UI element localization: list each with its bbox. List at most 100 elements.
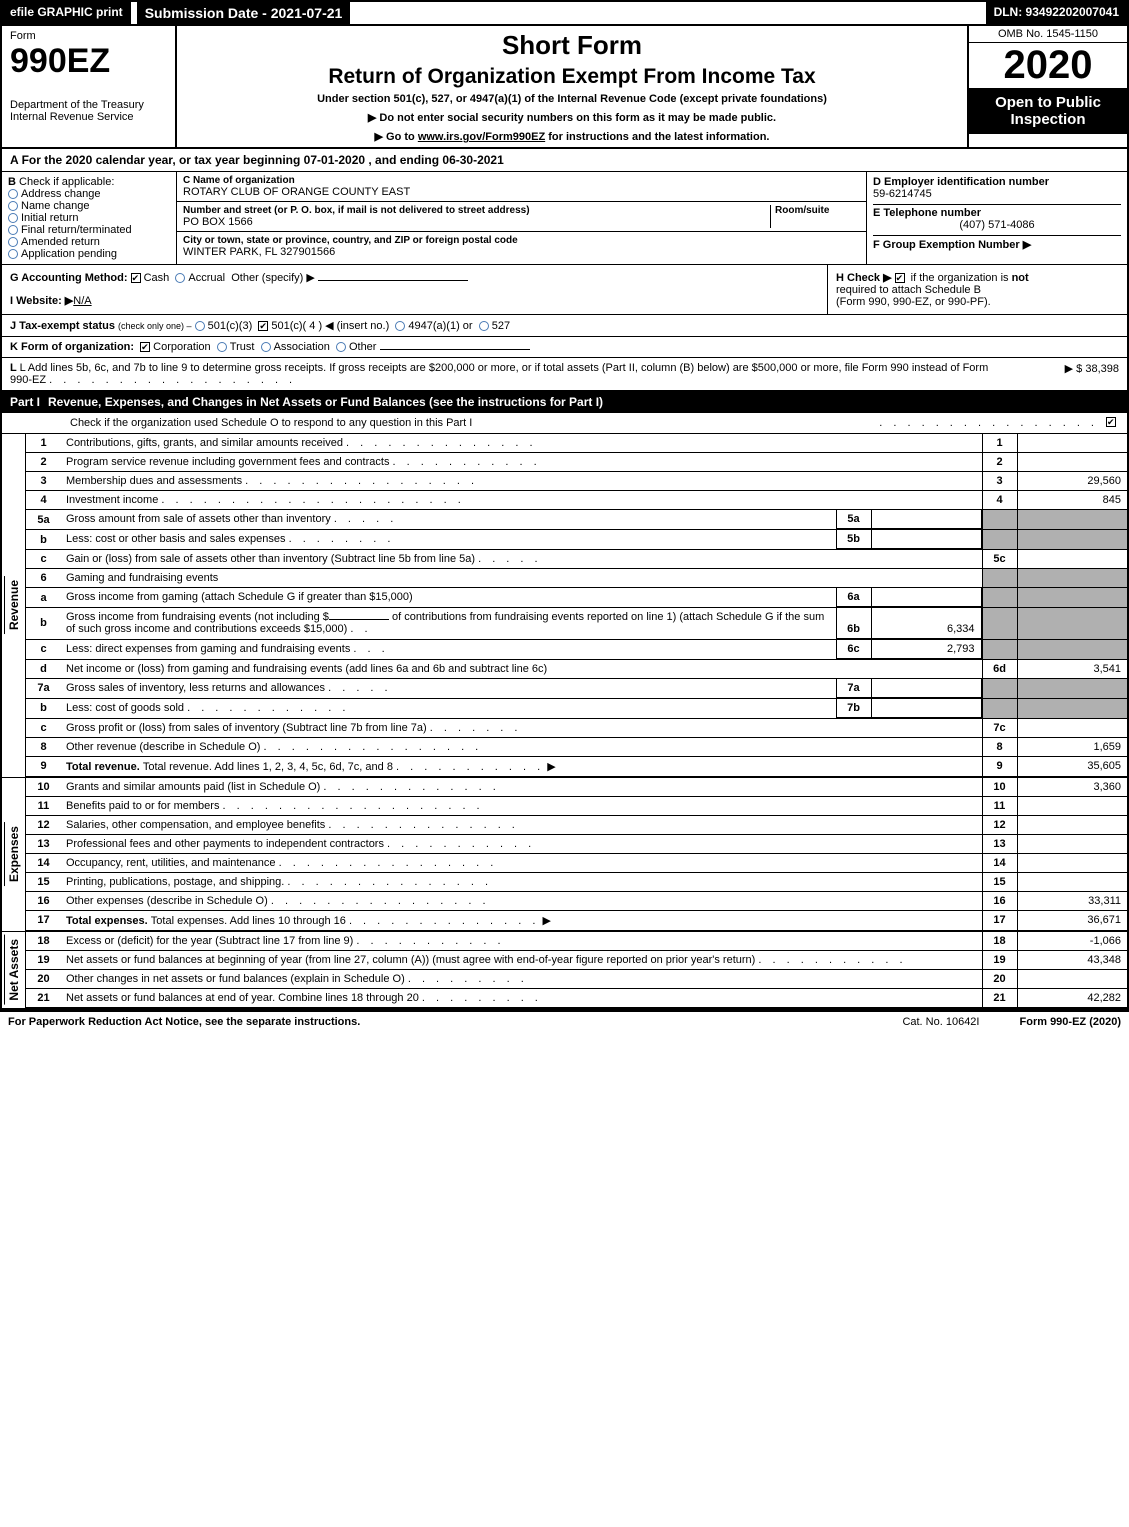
city-label: City or town, state or province, country… xyxy=(183,235,860,246)
checkbox-4947[interactable] xyxy=(395,321,405,331)
note-goto-pre: ▶ Go to xyxy=(375,131,418,143)
note-goto: ▶ Go to www.irs.gov/Form990EZ for instru… xyxy=(185,130,959,143)
footer: For Paperwork Reduction Act Notice, see … xyxy=(0,1012,1129,1032)
checkbox-501c3[interactable] xyxy=(195,321,205,331)
other-specify-field[interactable] xyxy=(318,280,468,281)
line-10: 10Grants and similar amounts paid (list … xyxy=(26,778,1127,797)
opt-final-return: Final return/terminated xyxy=(21,224,132,236)
footer-catno: Cat. No. 10642I xyxy=(862,1016,1019,1028)
omb-number: OMB No. 1545-1150 xyxy=(969,26,1127,43)
line-6c: cLess: direct expenses from gaming and f… xyxy=(26,639,1127,659)
footer-paperwork: For Paperwork Reduction Act Notice, see … xyxy=(8,1016,862,1028)
opt-address-change: Address change xyxy=(21,188,101,200)
checkbox-cash[interactable] xyxy=(131,273,141,283)
line-j: J Tax-exempt status (check only one) – 5… xyxy=(2,315,1127,337)
opt-527: 527 xyxy=(492,320,510,332)
opt-501c3: 501(c)(3) xyxy=(208,320,253,332)
row-org-name: C Name of organization ROTARY CLUB OF OR… xyxy=(177,172,866,202)
irs-link[interactable]: www.irs.gov/Form990EZ xyxy=(418,131,545,143)
b-label: B xyxy=(8,176,16,188)
other-org-field[interactable] xyxy=(380,349,530,350)
checkbox-other-org[interactable] xyxy=(336,342,346,352)
street-label: Number and street (or P. O. box, if mail… xyxy=(183,205,770,216)
col-b: B Check if applicable: Address change Na… xyxy=(2,172,177,264)
checkbox-corporation[interactable] xyxy=(140,342,150,352)
line-9: 9Total revenue. Total revenue. Add lines… xyxy=(26,756,1127,776)
line-k: K Form of organization: Corporation Trus… xyxy=(2,337,1127,358)
line-4: 4Investment income . . . . . . . . . . .… xyxy=(26,491,1127,510)
checkbox-address-change[interactable] xyxy=(8,189,18,199)
i-label: I Website: ▶ xyxy=(10,295,73,307)
col-c: C Name of organization ROTARY CLUB OF OR… xyxy=(177,172,867,264)
expenses-side-label: Expenses xyxy=(4,822,23,886)
opt-name-change: Name change xyxy=(21,200,90,212)
city-value: WINTER PARK, FL 327901566 xyxy=(183,246,860,258)
line-17: 17Total expenses. Total expenses. Add li… xyxy=(26,910,1127,930)
phone-value: (407) 571-4086 xyxy=(873,219,1121,231)
efile-graphic-print[interactable]: efile GRAPHIC print xyxy=(2,2,131,24)
checkbox-amended-return[interactable] xyxy=(8,237,18,247)
line-5c: cGain or (loss) from sale of assets othe… xyxy=(26,550,1127,569)
row-street: Number and street (or P. O. box, if mail… xyxy=(177,202,866,232)
l-amount: ▶ $ 38,398 xyxy=(1009,362,1119,386)
line-6b: bGross income from fundraising events (n… xyxy=(26,608,1127,640)
ein-label: D Employer identification number xyxy=(873,176,1121,188)
checkbox-527[interactable] xyxy=(479,321,489,331)
line-6d: dNet income or (loss) from gaming and fu… xyxy=(26,659,1127,678)
street-value: PO BOX 1566 xyxy=(183,216,770,228)
checkbox-name-change[interactable] xyxy=(8,201,18,211)
form-word: Form xyxy=(10,30,167,42)
checkbox-final-return[interactable] xyxy=(8,225,18,235)
row-city: City or town, state or province, country… xyxy=(177,232,866,261)
checkbox-part1-scheduleo[interactable] xyxy=(1106,417,1116,427)
netassets-side-label-wrap: Net Assets xyxy=(2,932,26,1008)
h-text3: required to attach Schedule B xyxy=(836,284,981,296)
short-form-title: Short Form xyxy=(185,30,959,61)
revenue-section: Revenue 1Contributions, gifts, grants, a… xyxy=(2,434,1127,778)
checkbox-h[interactable] xyxy=(895,273,905,283)
line-14: 14Occupancy, rent, utilities, and mainte… xyxy=(26,853,1127,872)
check-if-applicable: Check if applicable: xyxy=(19,176,114,188)
netassets-section: Net Assets 18Excess or (deficit) for the… xyxy=(2,932,1127,1010)
line-8: 8Other revenue (describe in Schedule O) … xyxy=(26,737,1127,756)
line-5b: bLess: cost or other basis and sales exp… xyxy=(26,530,1127,550)
opt-other-org: Other xyxy=(349,341,377,353)
6b-amount-field[interactable] xyxy=(329,619,389,620)
line-7b: bLess: cost of goods sold . . . . . . . … xyxy=(26,698,1127,718)
checkbox-application-pending[interactable] xyxy=(8,249,18,259)
note-no-ssn: ▶ Do not enter social security numbers o… xyxy=(185,111,959,124)
line-15: 15Printing, publications, postage, and s… xyxy=(26,872,1127,891)
part1-label: Part I xyxy=(10,395,48,409)
netassets-side-label: Net Assets xyxy=(4,935,23,1005)
checkbox-accrual[interactable] xyxy=(175,273,185,283)
netassets-table: 18Excess or (deficit) for the year (Subt… xyxy=(26,932,1127,1008)
opt-cash: Cash xyxy=(144,272,170,284)
note-goto-post: for instructions and the latest informat… xyxy=(545,131,769,143)
checkbox-501c[interactable] xyxy=(258,321,268,331)
opt-association: Association xyxy=(274,341,330,353)
h-text2: if the organization is xyxy=(911,272,1012,284)
part1-title: Revenue, Expenses, and Changes in Net As… xyxy=(48,395,603,409)
line-5a: 5aGross amount from sale of assets other… xyxy=(26,510,1127,530)
tax-year: 2020 xyxy=(969,43,1127,88)
top-bar: efile GRAPHIC print Submission Date - 20… xyxy=(2,2,1127,26)
line-19: 19Net assets or fund balances at beginni… xyxy=(26,950,1127,969)
opt-amended-return: Amended return xyxy=(21,236,100,248)
room-suite-label: Room/suite xyxy=(775,205,860,216)
header-center: Short Form Return of Organization Exempt… xyxy=(177,26,967,147)
checkbox-initial-return[interactable] xyxy=(8,213,18,223)
website-value: N/A xyxy=(73,295,91,307)
line-20: 20Other changes in net assets or fund ba… xyxy=(26,969,1127,988)
under-section: Under section 501(c), 527, or 4947(a)(1)… xyxy=(185,93,959,105)
revenue-side-label: Revenue xyxy=(4,576,23,634)
line-7c: cGross profit or (loss) from sales of in… xyxy=(26,718,1127,737)
dln: DLN: 93492202007041 xyxy=(986,2,1127,24)
open-to-public: Open to Public Inspection xyxy=(969,88,1127,134)
checkbox-association[interactable] xyxy=(261,342,271,352)
checkbox-trust[interactable] xyxy=(217,342,227,352)
opt-4947: 4947(a)(1) or xyxy=(408,320,472,332)
g-label: G Accounting Method: xyxy=(10,272,128,284)
expenses-side-label-wrap: Expenses xyxy=(2,778,26,931)
group-exemption-label: F Group Exemption Number ▶ xyxy=(873,239,1031,251)
opt-application-pending: Application pending xyxy=(21,248,117,260)
